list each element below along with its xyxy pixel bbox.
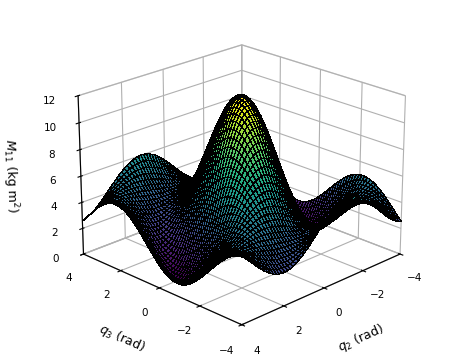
X-axis label: $q_2$ (rad): $q_2$ (rad) xyxy=(335,321,387,356)
Y-axis label: $q_3$ (rad): $q_3$ (rad) xyxy=(96,321,148,356)
